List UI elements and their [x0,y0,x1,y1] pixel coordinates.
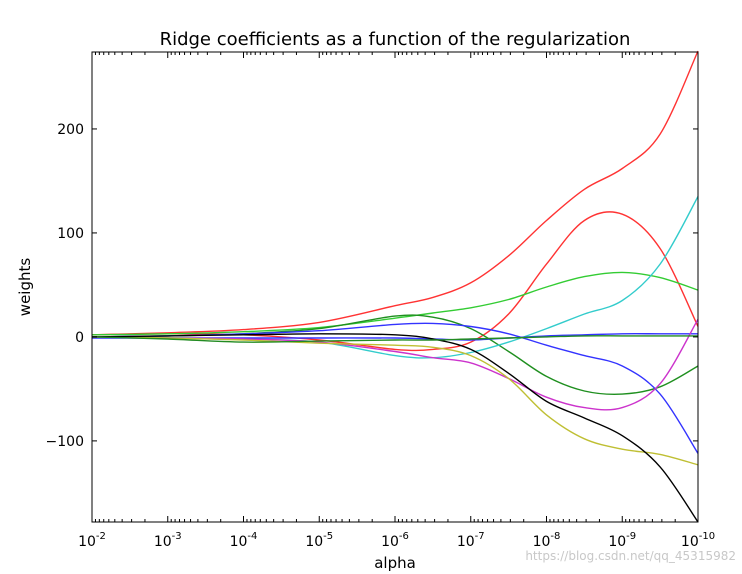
y-axis-label: weights [16,258,34,317]
y-tick-label: 0 [75,330,84,346]
x-tick-label: 10-10 [681,531,715,550]
series-group [91,50,699,523]
y-tick-label: 100 [57,226,84,242]
plot-frame [91,51,699,523]
watermark: https://blog.csdn.net/qq_45315982 [525,549,736,563]
x-tick-label: 10-6 [381,531,409,550]
y-axis: 200 100 0 −100 [46,122,698,450]
series-line-9 [91,336,699,466]
x-tick-label: 10-4 [230,531,258,550]
series-line-4 [91,314,699,396]
x-axis-label: alpha [374,554,416,572]
y-tick-label: 200 [57,122,84,138]
x-tick-label: 10-3 [154,531,182,550]
x-tick-label: 10-5 [305,531,333,550]
series-line-6 [91,322,699,454]
series-line-8 [91,318,699,411]
x-axis: 10-2 10-3 10-4 10-5 10-6 10-7 10-8 10-9 10-10 [78,52,715,550]
x-tick-label: 10-9 [608,531,636,550]
series-line-7 [91,333,698,341]
x-tick-label: 10-2 [78,531,106,550]
y-tick-label: −100 [46,434,84,450]
series-line-10 [91,333,699,523]
series-line-1 [91,50,699,336]
series-line-2 [91,211,699,352]
x-tick-label: 10-7 [457,531,485,550]
series-line-3 [91,271,699,336]
series-line-11 [91,335,698,343]
chart-title: Ridge coefficients as a function of the … [160,29,631,50]
x-tick-label: 10-8 [533,531,561,550]
